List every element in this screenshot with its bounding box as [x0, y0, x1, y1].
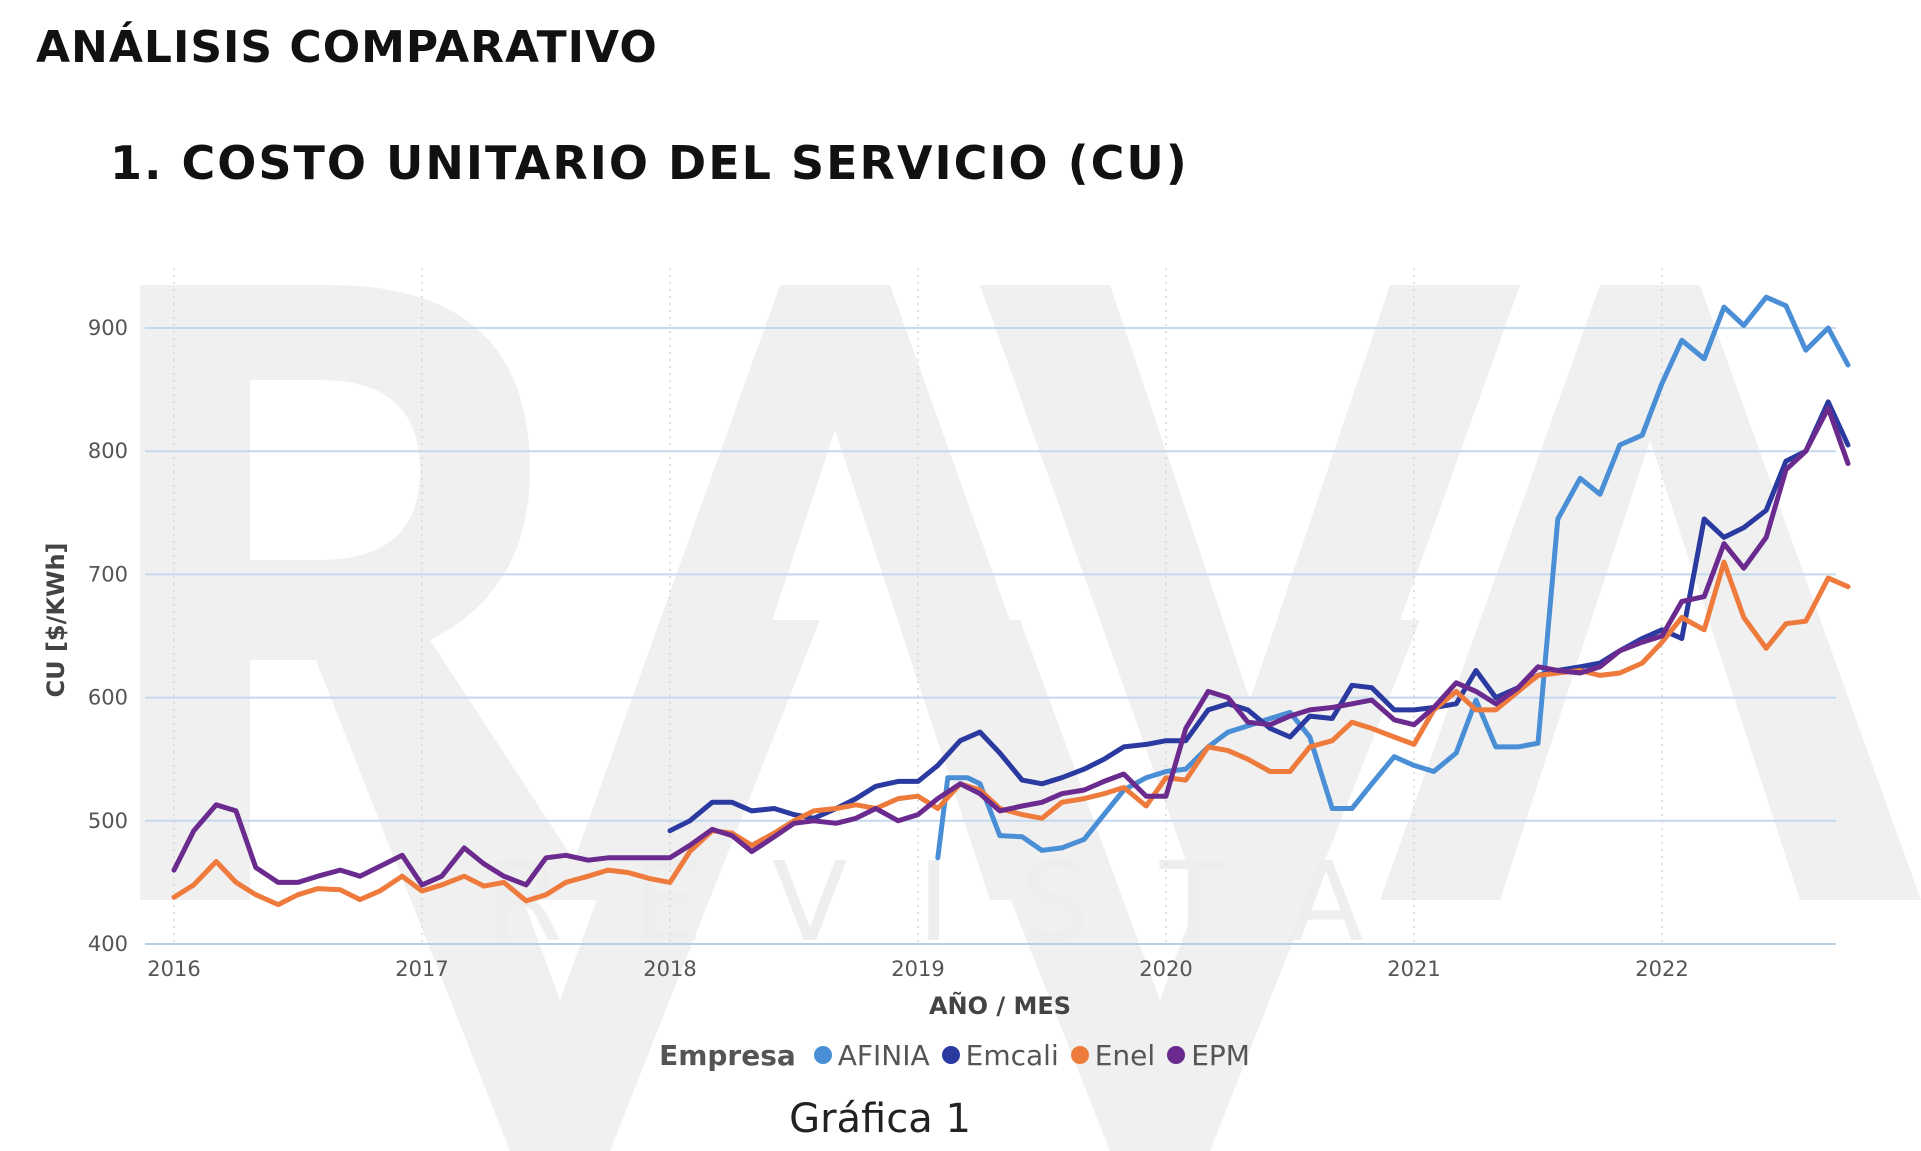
- x-tick-2019: 2019: [891, 957, 944, 981]
- legend-label-enel: Enel: [1094, 1038, 1156, 1072]
- series-group: [171, 294, 1851, 908]
- x-tick-2018: 2018: [643, 957, 696, 981]
- legend-item-epm[interactable]: EPM: [1167, 1039, 1250, 1072]
- figure-caption: Gráfica 1: [789, 1096, 971, 1142]
- legend-item-emcali[interactable]: Emcali: [941, 1038, 1059, 1072]
- x-tick-2022: 2022: [1635, 957, 1688, 981]
- legend-dot-afinia: [813, 1046, 832, 1064]
- legend-dot-emcali: [941, 1046, 960, 1064]
- legend-label-emcali: Emcali: [965, 1038, 1059, 1072]
- gridlines: [145, 268, 1836, 944]
- y-tick-900: 900: [88, 316, 128, 340]
- legend-dot-epm: [1167, 1046, 1186, 1064]
- legend-title: Empresa: [659, 1038, 796, 1072]
- legend-item-afinia[interactable]: AFINIA: [813, 1038, 930, 1072]
- y-tick-700: 700: [88, 562, 128, 586]
- x-tick-2016: 2016: [147, 957, 200, 981]
- y-axis-ticks: 400 500 600 700 800 900: [88, 316, 128, 956]
- x-tick-2020: 2020: [1139, 957, 1192, 981]
- legend-label-afinia: AFINIA: [837, 1038, 930, 1072]
- y-tick-600: 600: [88, 686, 128, 710]
- x-axis-ticks: 2016 2017 2018 2019 2020 2021 2022: [147, 957, 1688, 981]
- series-line-emcali: [667, 399, 1851, 834]
- legend-label-epm: EPM: [1191, 1038, 1250, 1072]
- section-title: ANÁLISIS COMPARATIVO: [36, 22, 658, 73]
- x-tick-2017: 2017: [395, 957, 448, 981]
- legend-item-enel[interactable]: Enel: [1070, 1038, 1156, 1072]
- y-tick-800: 800: [88, 439, 128, 463]
- y-tick-400: 400: [88, 932, 128, 956]
- legend: Empresa AFINIA Emcali Enel EPM: [0, 1032, 1921, 1078]
- series-line-enel: [171, 559, 1851, 908]
- series-line-afinia: [935, 294, 1851, 861]
- x-tick-2021: 2021: [1387, 957, 1440, 981]
- x-axis-title: AÑO / MES: [929, 991, 1071, 1020]
- y-tick-500: 500: [88, 809, 128, 833]
- y-axis-title: CU [$/KWh]: [42, 542, 70, 697]
- series-line-epm: [171, 405, 1851, 888]
- chart-heading: 1. COSTO UNITARIO DEL SERVICIO (CU): [110, 136, 1189, 190]
- legend-dot-enel: [1070, 1046, 1089, 1064]
